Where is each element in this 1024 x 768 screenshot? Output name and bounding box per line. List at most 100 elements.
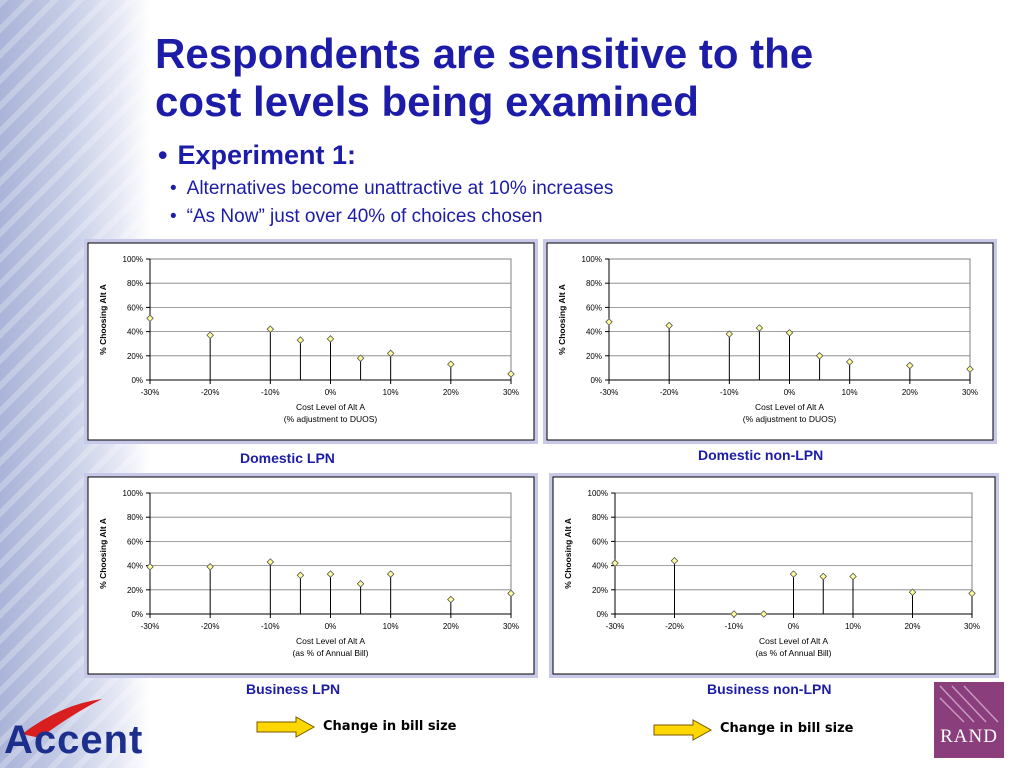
bullet-experiment-label: Experiment 1: [177,140,357,170]
x-axis-sublabel: (as % of Annual Bill) [755,648,831,658]
data-point [266,325,275,333]
y-tick-label: 60% [127,537,143,546]
rand-logo-text: RAND [940,726,998,747]
chart-business-lpn: 0% 20% 40% 60% 80% 100% -30% -20% -10% 0% 10% 20% 30… [87,476,535,675]
y-tick-label: 0% [590,376,602,385]
x-tick-label: 20% [443,388,459,397]
x-tick-label: -20% [660,388,679,397]
x-tick-label: 20% [902,388,918,397]
data-point [759,610,768,618]
sub-bullet-1: • Alternatives become unattractive at 10%… [170,178,613,200]
chart-domestic-non-lpn: 0% 20% 40% 60% 80% 100% -30% -20% -10% 0% 10% 20% 30… [546,242,994,441]
x-axis-sublabel: (as % of Annual Bill) [292,648,368,658]
y-tick-label: 60% [586,303,602,312]
data-point [789,570,798,578]
x-tick-label: -20% [665,622,684,631]
x-axis-label: Cost Level of Alt A [296,636,365,646]
data-point [730,610,738,618]
y-axis-label: % Choosing Alt A [563,518,573,589]
data-point [665,321,673,330]
arrow-right-icon [653,719,713,741]
y-tick-label: 20% [586,352,602,361]
bullet-experiment: • Experiment 1: [158,140,356,171]
x-tick-label: -30% [606,622,625,631]
arrow-right-icon [256,716,316,738]
y-tick-label: 40% [127,562,143,571]
data-point [146,563,154,571]
x-tick-label: -30% [141,388,160,397]
y-tick-label: 60% [127,303,143,312]
x-tick-label: -10% [725,622,744,631]
y-axis-label: % Choosing Alt A [98,518,108,589]
title-line-2: cost levels being examined [155,78,699,125]
title-line-1: Respondents are sensitive to the [155,30,814,77]
data-point [296,571,305,580]
data-point [755,324,764,332]
y-tick-label: 80% [127,513,143,522]
y-tick-label: 100% [588,489,608,498]
y-tick-label: 0% [131,376,143,385]
y-tick-label: 60% [592,537,608,546]
data-point [206,331,214,339]
x-axis-label: Cost Level of Alt A [759,636,828,646]
data-point [908,588,917,596]
x-tick-label: -10% [261,388,280,397]
data-point [386,570,395,578]
data-point [206,563,214,571]
x-tick-label: -30% [600,388,619,397]
data-point [507,370,515,378]
chart-panel-domestic-non-lpn: 0% 20% 40% 60% 80% 100% -30% -20% -10% 0% 10% 20% 30… [543,239,997,444]
data-point [906,361,914,370]
y-tick-label: 80% [586,279,602,288]
data-point [146,314,154,323]
x-tick-label: -20% [201,622,220,631]
y-axis-label: % Choosing Alt A [557,284,567,355]
y-axis-label: % Choosing Alt A [98,284,108,355]
sub-bullet-dot: • [170,206,177,227]
data-point [725,330,734,338]
x-tick-label: 10% [842,388,858,397]
x-axis-sublabel: (% adjustment to DUOS) [284,414,378,424]
x-tick-label: 10% [383,388,399,397]
chart-domestic-lpn: 0% 20% 40% 60% 80% 100% -30% -20% -10% 0% 10% 20% 30… [87,242,535,441]
data-point [845,358,854,366]
y-tick-label: 20% [127,352,143,361]
data-point [296,336,305,344]
data-point [819,572,828,581]
y-tick-label: 100% [123,489,143,498]
change-in-bill-size-label-1: Change in bill size [323,719,457,734]
x-tick-label: 30% [503,388,519,397]
data-point [670,556,679,565]
data-point [785,329,794,337]
data-point [815,352,824,360]
change-in-bill-size-label-2: Change in bill size [720,721,854,736]
x-axis-sublabel: (% adjustment to DUOS) [743,414,837,424]
data-point [447,360,455,369]
data-point [968,589,976,598]
data-point [966,365,974,373]
chart-panel-domestic-lpn: 0% 20% 40% 60% 80% 100% -30% -20% -10% 0% 10% 20% 30… [84,239,538,444]
x-tick-label: 0% [325,388,337,397]
x-tick-label: 10% [845,622,861,631]
x-tick-label: -30% [141,622,160,631]
x-tick-label: -20% [201,388,220,397]
x-tick-label: 20% [904,622,920,631]
data-point [326,570,335,578]
caption-domestic-lpn: Domestic LPN [240,450,335,466]
accent-logo-swoosh-icon [22,699,102,738]
rand-logo: RAND [934,682,1004,758]
sub-bullet-1-text: Alternatives become unattractive at 10% … [186,178,614,199]
y-tick-label: 20% [127,586,143,595]
y-tick-label: 20% [592,586,608,595]
y-tick-label: 100% [123,255,143,264]
chart-panel-business-non-lpn: 0% 20% 40% 60% 80% 100% -30% -20% -10% 0% 10% 20% 30… [549,473,999,678]
y-tick-label: 40% [586,328,602,337]
data-point [507,589,515,598]
data-point [326,335,335,343]
y-tick-label: 40% [127,328,143,337]
data-point [266,558,275,566]
chart-panel-business-lpn: 0% 20% 40% 60% 80% 100% -30% -20% -10% 0% 10% 20% 30… [84,473,538,678]
x-axis-label: Cost Level of Alt A [296,402,365,412]
x-tick-label: 30% [503,622,519,631]
data-point [849,572,857,581]
